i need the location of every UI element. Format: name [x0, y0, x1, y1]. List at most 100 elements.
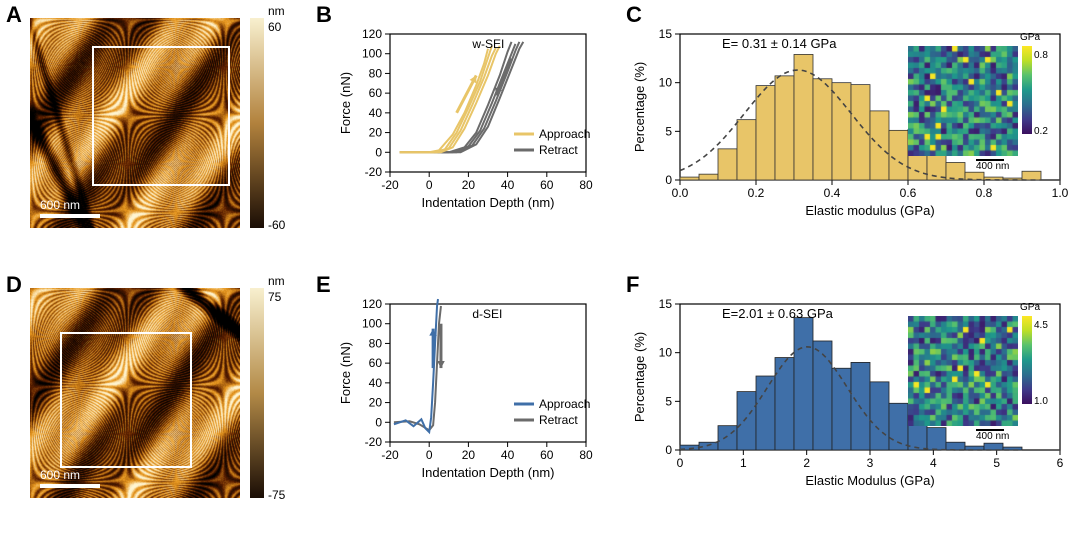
svg-text:10: 10: [659, 76, 673, 90]
svg-text:15: 15: [659, 297, 673, 311]
svg-text:Indentation Depth (nm): Indentation Depth (nm): [422, 465, 555, 480]
svg-text:1.0: 1.0: [1052, 186, 1069, 200]
svg-text:0.2: 0.2: [748, 186, 765, 200]
hist-bar: [984, 443, 1003, 450]
svg-text:20: 20: [369, 396, 383, 410]
svg-text:0: 0: [426, 448, 433, 462]
afm-colorbar-unit: nm: [268, 274, 285, 288]
svg-text:4: 4: [930, 456, 937, 470]
svg-text:80: 80: [369, 336, 383, 350]
svg-text:40: 40: [501, 448, 515, 462]
hist-bar: [737, 392, 756, 450]
svg-text:40: 40: [501, 178, 515, 192]
hist-bar: [813, 341, 832, 450]
svg-text:-20: -20: [365, 165, 383, 179]
svg-text:40: 40: [369, 106, 383, 120]
svg-text:5: 5: [993, 456, 1000, 470]
hist-bar: [889, 130, 908, 180]
hist-bar: [680, 177, 699, 180]
hist-bar: [946, 442, 965, 450]
modulus-annotation: E= 0.31 ± 0.14 GPa: [722, 36, 837, 51]
svg-text:60: 60: [369, 356, 383, 370]
afm-roi: [60, 332, 192, 468]
svg-text:-20: -20: [381, 178, 399, 192]
inset-cbar-max: 0.8: [1034, 50, 1048, 61]
svg-text:60: 60: [369, 86, 383, 100]
svg-text:60: 60: [540, 448, 554, 462]
inset-cbar-min: 0.2: [1034, 126, 1048, 137]
hist-bar: [756, 376, 775, 450]
svg-text:5: 5: [665, 124, 672, 138]
panel-label-f: F: [626, 272, 639, 298]
panel-label-a: A: [6, 2, 22, 28]
afm-colorbar-min: -75: [268, 488, 285, 502]
hist-bar: [794, 54, 813, 180]
afm-roi: [92, 46, 230, 186]
hist-bar: [1022, 171, 1041, 180]
hist-bar: [775, 358, 794, 450]
inset-colorbar: [1022, 46, 1032, 134]
afm-colorbar-unit: nm: [268, 4, 285, 18]
modulus-map-inset: [908, 316, 1018, 426]
svg-text:Percentage (%): Percentage (%): [632, 62, 647, 152]
hist-bar: [699, 174, 718, 180]
curve: [394, 299, 438, 432]
legend-label: Retract: [539, 413, 578, 427]
inset-scalebar: 400 nm: [976, 428, 1009, 442]
inset-cbar-unit: GPa: [1020, 302, 1040, 313]
svg-text:1: 1: [740, 456, 747, 470]
svg-text:Elastic Modulus (GPa): Elastic Modulus (GPa): [805, 473, 934, 488]
svg-text:-20: -20: [381, 448, 399, 462]
legend-label: Approach: [539, 397, 590, 411]
svg-text:20: 20: [369, 126, 383, 140]
hist-bar: [756, 86, 775, 180]
afm-colorbar-max: 75: [268, 290, 281, 304]
inset-colorbar: [1022, 316, 1032, 404]
svg-text:0: 0: [375, 415, 382, 429]
svg-text:20: 20: [462, 448, 476, 462]
afm-scalebar: 600 nm: [40, 468, 100, 488]
svg-text:80: 80: [579, 178, 593, 192]
afm-scalebar-label: 600 nm: [40, 468, 80, 482]
svg-text:2: 2: [803, 456, 810, 470]
panel-label-c: C: [626, 2, 642, 28]
force-chart-e: -20020406080-20020406080100120Indentatio…: [336, 294, 616, 504]
svg-text:0: 0: [677, 456, 684, 470]
hist-bar: [832, 368, 851, 450]
panel-label-d: D: [6, 272, 22, 298]
panel-label-e: E: [316, 272, 331, 298]
inset-cbar-max: 4.5: [1034, 320, 1048, 331]
svg-text:0.6: 0.6: [900, 186, 917, 200]
hist-bar: [832, 83, 851, 180]
svg-text:10: 10: [659, 346, 673, 360]
legend-label: Retract: [539, 143, 578, 157]
svg-text:80: 80: [369, 66, 383, 80]
hist-bar: [813, 79, 832, 180]
chart-title-label: w-SEI: [471, 37, 504, 51]
svg-text:40: 40: [369, 376, 383, 390]
svg-text:Percentage (%): Percentage (%): [632, 332, 647, 422]
panel-label-b: B: [316, 2, 332, 28]
svg-text:0: 0: [665, 443, 672, 457]
force-chart-b: -20020406080-20020406080100120Indentatio…: [336, 24, 616, 234]
legend-label: Approach: [539, 127, 590, 141]
svg-text:0.4: 0.4: [824, 186, 841, 200]
inset-scalebar-label: 400 nm: [976, 431, 1009, 442]
afm-scalebar: 600 nm: [40, 198, 100, 218]
svg-text:Indentation Depth (nm): Indentation Depth (nm): [422, 195, 555, 210]
svg-text:5: 5: [665, 394, 672, 408]
hist-bar: [718, 149, 737, 180]
hist-bar: [870, 382, 889, 450]
svg-text:0.8: 0.8: [976, 186, 993, 200]
hist-bar: [775, 76, 794, 180]
modulus-annotation: E=2.01 ± 0.63 GPa: [722, 306, 834, 321]
chart-title-label: d-SEI: [472, 307, 502, 321]
hist-bar: [794, 318, 813, 450]
svg-text:6: 6: [1057, 456, 1064, 470]
inset-cbar-min: 1.0: [1034, 396, 1048, 407]
svg-text:100: 100: [362, 317, 382, 331]
svg-text:0.0: 0.0: [672, 186, 689, 200]
svg-text:100: 100: [362, 47, 382, 61]
hist-bar: [737, 120, 756, 180]
svg-text:120: 120: [362, 27, 382, 41]
